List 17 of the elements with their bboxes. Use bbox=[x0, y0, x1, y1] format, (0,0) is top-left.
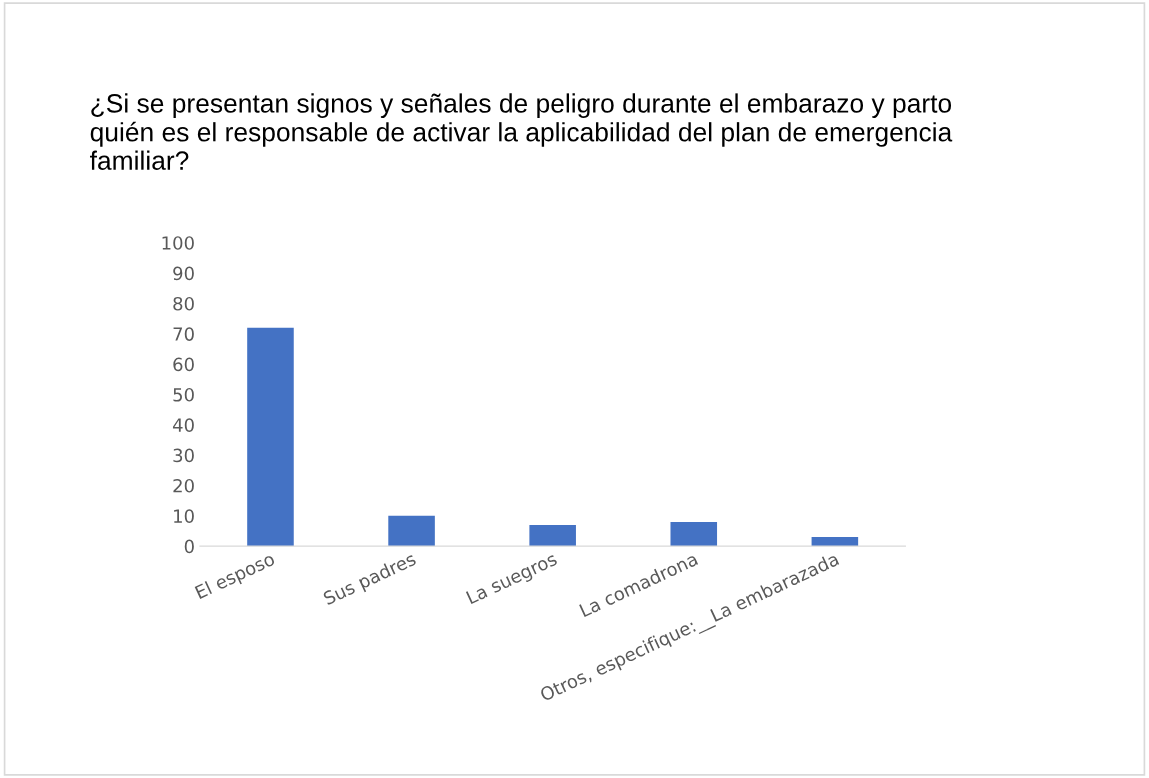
y-tick-label: 50 bbox=[173, 387, 194, 402]
y-tick-label: 40 bbox=[172, 418, 194, 432]
bar bbox=[529, 524, 576, 547]
y-tick-label: 90 bbox=[173, 266, 194, 281]
y-tick-label: 70 bbox=[173, 327, 194, 341]
bar bbox=[388, 515, 435, 547]
y-tick-label: 100 bbox=[162, 236, 194, 250]
y-tick-label: 20 bbox=[173, 478, 194, 493]
y-tick-label: 10 bbox=[174, 509, 194, 523]
bar bbox=[247, 327, 294, 547]
y-tick-label: 0 bbox=[184, 539, 194, 554]
bar bbox=[670, 521, 718, 547]
chart-title: ¿Si se presentan signos y señales de peligro durante el embarazo y parto quién es el responsable de activar la aplicabilidad del plan de emergencia familiar? bbox=[90, 93, 953, 170]
y-tick-label: 30 bbox=[173, 448, 194, 463]
y-tick-label: 60 bbox=[173, 357, 194, 372]
y-tick-label: 80 bbox=[173, 296, 194, 311]
bar bbox=[811, 537, 859, 547]
